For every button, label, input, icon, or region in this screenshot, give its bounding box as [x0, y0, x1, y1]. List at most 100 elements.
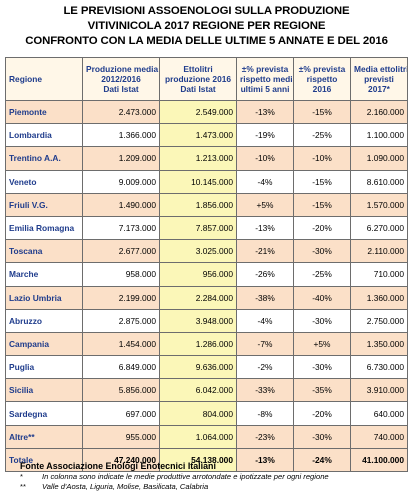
cell-forecast-2017: 2.160.000 [350, 99, 408, 125]
table-row: Sardegna 697.000 804.000 -8% -20% 640.000 [5, 401, 408, 426]
cell-production-2016: 6.042.000 [159, 378, 237, 403]
table-row: Veneto 9.009.000 10.145.000 -4% -15% 8.610.00… [5, 169, 408, 194]
cell-pct-vs-2016: -20% [293, 401, 351, 426]
cell-forecast-2017: 1.090.000 [350, 146, 408, 171]
cell-pct-vs-average: -21% [236, 239, 294, 264]
cell-pct-vs-average: -4% [236, 308, 294, 333]
cell-pct-vs-2016: -25% [293, 262, 351, 287]
cell-region: Trentino A.A. [5, 146, 83, 171]
cell-pct-vs-average: -10% [236, 146, 294, 171]
cell-production-2016: 3.948.000 [159, 308, 237, 333]
source-note: Fonte Associazione Enologi Enotecnici It… [20, 461, 216, 471]
cell-pct-vs-2016: -15% [293, 99, 351, 125]
cell-average: 955.000 [82, 424, 160, 449]
cell-region: Marche [5, 262, 83, 287]
cell-region: Emilia Romagna [5, 215, 83, 241]
cell-forecast-2017: 740.000 [350, 424, 408, 449]
cell-region: Veneto [5, 169, 83, 194]
footnote-2: ** Valle d'Aosta, Liguria, Molise, Basili… [20, 482, 209, 491]
cell-pct-vs-average: -38% [236, 285, 294, 310]
cell-production-2016: 1.856.000 [159, 192, 237, 217]
cell-pct-vs-average: -13% [236, 447, 294, 473]
cell-pct-vs-average: -33% [236, 378, 294, 403]
cell-production-2016: 2.549.000 [159, 99, 237, 125]
header-forecast-2017: Media ettolitri previsti 2017* [350, 57, 408, 101]
cell-pct-vs-average: -26% [236, 262, 294, 287]
cell-forecast-2017: 3.910.000 [350, 378, 408, 403]
cell-pct-vs-2016: -25% [293, 123, 351, 148]
header-pct-vs-average: ±% prevista rispetto media ultimi 5 anni [236, 57, 294, 101]
cell-pct-vs-2016: -15% [293, 169, 351, 194]
cell-pct-vs-average: -4% [236, 169, 294, 194]
table-total-row: Totale 47.240.000 54.138.000 -13% -24% 41.100… [5, 447, 408, 473]
cell-production-2016: 1.286.000 [159, 331, 237, 357]
cell-pct-vs-average: -13% [236, 215, 294, 241]
cell-pct-vs-2016: +5% [293, 331, 351, 357]
cell-region: Campania [5, 331, 83, 357]
header-production-2016: Ettolitri produzione 2016 Dati Istat [159, 57, 237, 101]
cell-production-2016: 2.284.000 [159, 285, 237, 310]
cell-average: 1.209.000 [82, 146, 160, 171]
cell-region: Lazio Umbria [5, 285, 83, 310]
table-body: Piemonte 2.473.000 2.549.000 -13% -15% 2.160.… [5, 99, 408, 473]
page-title: LE PREVISIONI ASSOENOLOGI SULLA PRODUZIO… [0, 4, 413, 49]
cell-production-2016: 54.138.000 [159, 447, 237, 473]
production-table: Regione Produzione media 2012/2016 Dati Is… [5, 57, 408, 473]
cell-pct-vs-average: -7% [236, 331, 294, 357]
cell-average: 1.366.000 [82, 123, 160, 148]
cell-region: Altre** [5, 424, 83, 449]
table-row: Puglia 6.849.000 9.636.000 -2% -30% 6.730.000 [5, 355, 408, 380]
cell-production-2016: 804.000 [159, 401, 237, 426]
header-region: Regione [5, 57, 83, 101]
cell-production-2016: 1.064.000 [159, 424, 237, 449]
cell-average: 7.173.000 [82, 215, 160, 241]
table-row: Emilia Romagna 7.173.000 7.857.000 -13% -20%… [5, 215, 408, 241]
table-row: Lazio Umbria 2.199.000 2.284.000 -38% -40% 1.… [5, 285, 408, 310]
cell-forecast-2017: 6.730.000 [350, 355, 408, 380]
cell-production-2016: 1.473.000 [159, 123, 237, 148]
cell-pct-vs-average: +5% [236, 192, 294, 217]
cell-average: 9.009.000 [82, 169, 160, 194]
cell-average: 47.240.000 [82, 447, 160, 473]
cell-production-2016: 9.636.000 [159, 355, 237, 380]
cell-pct-vs-2016: -30% [293, 355, 351, 380]
table-row: Toscana 2.677.000 3.025.000 -21% -30% 2.110.0… [5, 239, 408, 264]
cell-average: 5.856.000 [82, 378, 160, 403]
table-row: Trentino A.A. 1.209.000 1.213.000 -10% -10% 1… [5, 146, 408, 171]
cell-region: Lombardia [5, 123, 83, 148]
table-row: Marche 958.000 956.000 -26% -25% 710.000 [5, 262, 408, 287]
table-row: Altre** 955.000 1.064.000 -23% -30% 740.000 [5, 424, 408, 449]
cell-region: Toscana [5, 239, 83, 264]
cell-pct-vs-average: -23% [236, 424, 294, 449]
cell-forecast-2017: 2.750.000 [350, 308, 408, 333]
cell-region: Sardegna [5, 401, 83, 426]
cell-pct-vs-2016: -20% [293, 215, 351, 241]
cell-production-2016: 7.857.000 [159, 215, 237, 241]
cell-pct-vs-2016: -35% [293, 378, 351, 403]
cell-pct-vs-2016: -10% [293, 146, 351, 171]
cell-production-2016: 10.145.000 [159, 169, 237, 194]
cell-production-2016: 3.025.000 [159, 239, 237, 264]
cell-region: Sicilia [5, 378, 83, 403]
title-line-2: VITIVINICOLA 2017 REGIONE PER REGIONE [87, 20, 326, 32]
cell-average: 2.199.000 [82, 285, 160, 310]
cell-forecast-2017: 41.100.000 [350, 447, 408, 473]
cell-forecast-2017: 1.350.000 [350, 331, 408, 357]
cell-pct-vs-2016: -30% [293, 424, 351, 449]
cell-average: 1.490.000 [82, 192, 160, 217]
cell-average: 2.875.000 [82, 308, 160, 333]
table-row: Sicilia 5.856.000 6.042.000 -33% -35% 3.910.0… [5, 378, 408, 403]
table-row: Abruzzo 2.875.000 3.948.000 -4% -30% 2.750.00… [5, 308, 408, 333]
cell-pct-vs-2016: -15% [293, 192, 351, 217]
cell-forecast-2017: 2.110.000 [350, 239, 408, 264]
header-pct-vs-2016: ±% prevista rispetto 2016 [293, 57, 351, 101]
title-line-1: LE PREVISIONI ASSOENOLOGI SULLA PRODUZIO… [63, 5, 350, 17]
title-line-3: CONFRONTO CON LA MEDIA DELLE ULTIME 5 AN… [25, 35, 388, 47]
cell-average: 697.000 [82, 401, 160, 426]
notes: Fonte Associazione Enologi Enotecnici It… [20, 461, 410, 492]
header-average-2012-2016: Produzione media 2012/2016 Dati Istat [82, 57, 160, 101]
cell-pct-vs-average: -13% [236, 99, 294, 125]
table-row: Campania 1.454.000 1.286.000 -7% +5% 1.350.00… [5, 331, 408, 357]
cell-pct-vs-average: -8% [236, 401, 294, 426]
cell-forecast-2017: 710.000 [350, 262, 408, 287]
